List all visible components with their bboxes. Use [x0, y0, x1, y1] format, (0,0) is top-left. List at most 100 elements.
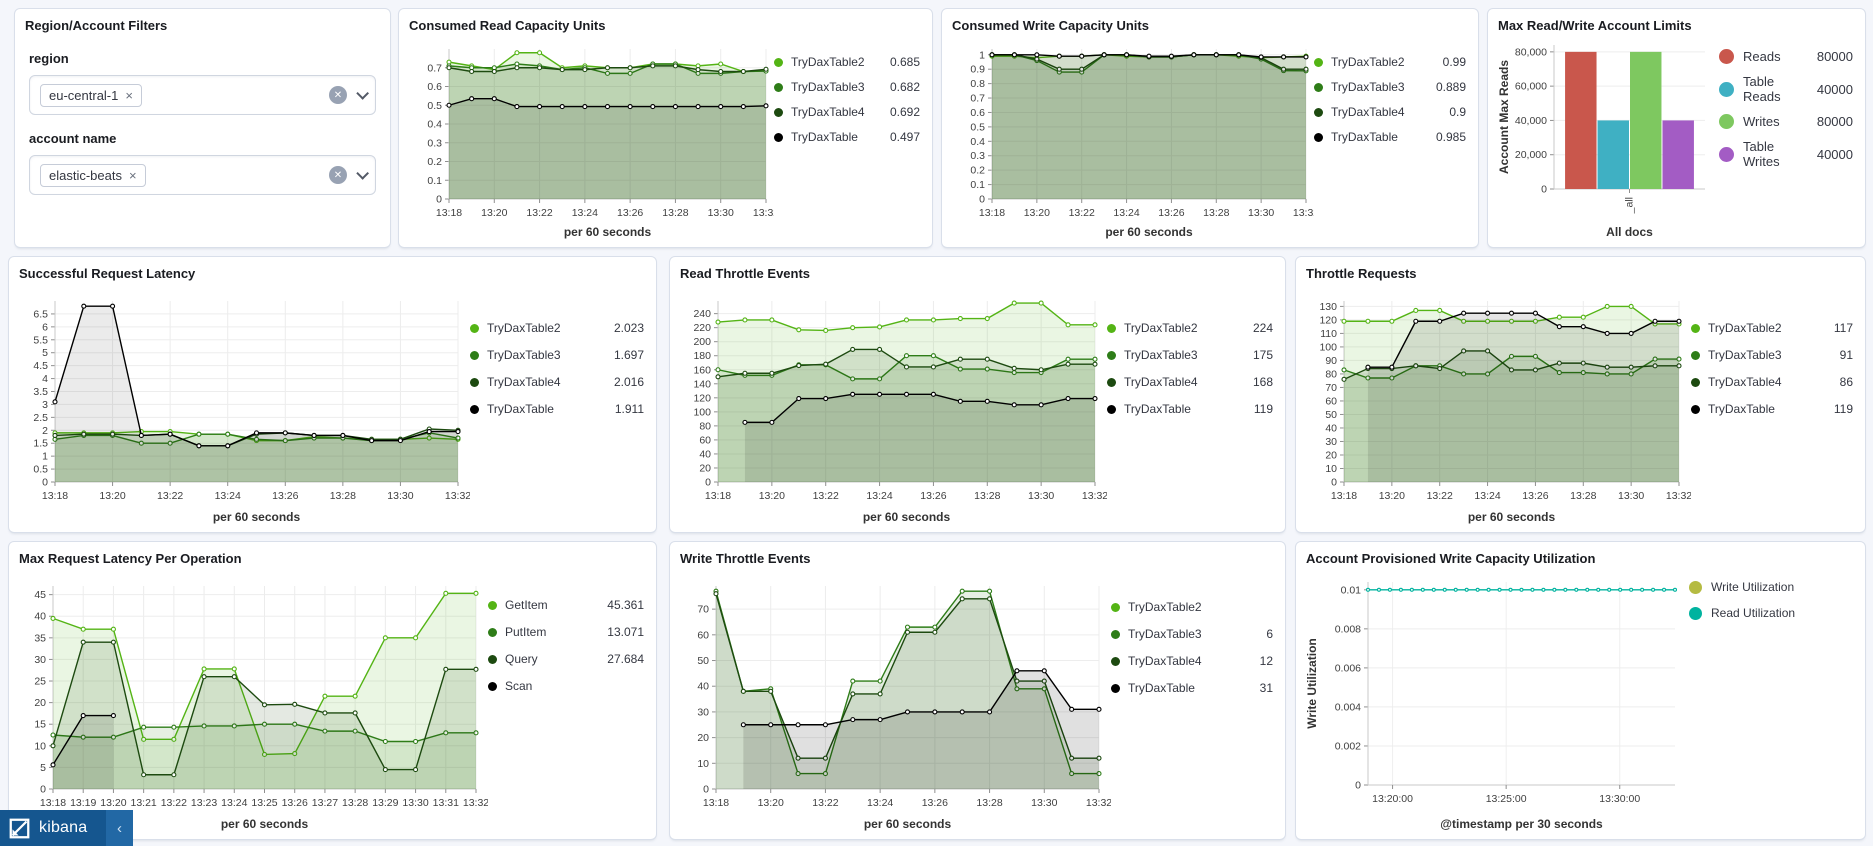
chart-legend: TryDaxTable2 117 TryDaxTable3 91 TryDaxTable…	[1691, 283, 1859, 528]
chart-legend: TryDaxTable2 0.685 TryDaxTable3 0.682 TryDax…	[774, 35, 926, 243]
legend-item-trydaxtable3[interactable]: TryDaxTable3 91	[1691, 348, 1853, 362]
remove-tag-icon[interactable]: ×	[125, 87, 133, 103]
legend-series-value: 91	[1839, 348, 1853, 362]
svg-text:13:24: 13:24	[572, 207, 598, 219]
legend-item-trydaxtable4[interactable]: TryDaxTable4 0.9	[1314, 105, 1466, 119]
svg-text:per 60 seconds: per 60 seconds	[564, 225, 652, 239]
svg-text:13:32: 13:32	[1293, 207, 1314, 219]
legend-item-trydaxtable[interactable]: TryDaxTable 0.985	[1314, 130, 1466, 144]
account-filter-combobox[interactable]: elastic-beats × ✕	[29, 155, 376, 195]
legend-series-value: 27.684	[607, 652, 644, 666]
legend-item-scan[interactable]: Scan	[488, 679, 644, 693]
svg-text:per 60 seconds: per 60 seconds	[221, 817, 309, 831]
legend-series-name: TryDaxTable3	[1128, 627, 1202, 641]
legend-series-name: TryDaxTable4	[487, 375, 561, 389]
region-filter-combobox[interactable]: eu-central-1 × ✕	[29, 75, 376, 115]
legend-item-trydaxtable[interactable]: TryDaxTable 0.497	[774, 130, 920, 144]
panel-successful-request-latency: Successful Request Latency 0 0.5 1 1.5 2 2.5 3…	[8, 256, 657, 533]
legend-item-trydaxtable[interactable]: TryDaxTable 31	[1111, 681, 1273, 695]
legend-item-table-writes[interactable]: Table Writes 40000	[1719, 139, 1853, 169]
svg-text:13:24: 13:24	[866, 490, 892, 502]
panel-title: Max Request Latency Per Operation	[19, 551, 242, 566]
legend-item-trydaxtable4[interactable]: TryDaxTable4 0.692	[774, 105, 920, 119]
chevron-down-icon[interactable]	[356, 86, 369, 100]
legend-dot-icon	[1107, 377, 1116, 387]
svg-text:0.9: 0.9	[970, 64, 985, 76]
svg-text:13:22: 13:22	[813, 490, 839, 502]
legend-item-trydaxtable[interactable]: TryDaxTable 119	[1107, 402, 1273, 416]
legend-item-trydaxtable4[interactable]: TryDaxTable4 168	[1107, 375, 1273, 389]
legend-dot-icon	[1691, 350, 1700, 360]
legend-item-trydaxtable2[interactable]: TryDaxTable2 0.685	[774, 55, 920, 69]
legend-item-putitem[interactable]: PutItem 13.071	[488, 625, 644, 639]
svg-text:13:26: 13:26	[1522, 490, 1548, 502]
legend-item-trydaxtable2[interactable]: TryDaxTable2 0.99	[1314, 55, 1466, 69]
legend-item-write-utilization[interactable]: Write Utilization	[1689, 580, 1853, 594]
legend-item-trydaxtable2[interactable]: TryDaxTable2 117	[1691, 321, 1853, 335]
svg-text:Account Max Reads: Account Max Reads	[1497, 60, 1511, 174]
clear-selection-button[interactable]: ✕	[329, 86, 347, 104]
legend-item-trydaxtable[interactable]: TryDaxTable 1.911	[470, 402, 644, 416]
remove-tag-icon[interactable]: ×	[128, 167, 137, 183]
legend-item-trydaxtable[interactable]: TryDaxTable 119	[1691, 402, 1853, 416]
legend-series-name: TryDaxTable3	[1708, 348, 1782, 362]
legend-item-trydaxtable3[interactable]: TryDaxTable3 0.889	[1314, 80, 1466, 94]
legend-item-query[interactable]: Query 27.684	[488, 652, 644, 666]
legend-item-table-reads[interactable]: Table Reads 40000	[1719, 74, 1853, 104]
panel-title: Consumed Read Capacity Units	[409, 18, 606, 33]
svg-text:60: 60	[1325, 395, 1337, 407]
legend-dot-icon	[1719, 49, 1734, 64]
legend-dot-icon	[1111, 656, 1120, 666]
legend-dot-icon	[1111, 602, 1120, 612]
svg-text:0.8: 0.8	[970, 78, 985, 90]
legend-item-trydaxtable4[interactable]: TryDaxTable4 2.016	[470, 375, 644, 389]
svg-text:6.5: 6.5	[33, 308, 48, 320]
legend-series-value: 31	[1259, 681, 1273, 695]
legend-item-trydaxtable4[interactable]: TryDaxTable4 86	[1691, 375, 1853, 389]
panel-title: Write Throttle Events	[680, 551, 811, 566]
legend-item-getitem[interactable]: GetItem 45.361	[488, 598, 644, 612]
panel-title: Successful Request Latency	[19, 266, 196, 281]
legend-series-name: TryDaxTable	[487, 402, 554, 416]
legend-dot-icon	[1691, 377, 1700, 387]
svg-text:0: 0	[703, 784, 709, 796]
svg-text:30: 30	[1325, 436, 1337, 448]
svg-text:13:20: 13:20	[1379, 490, 1405, 502]
legend-series-name: Read Utilization	[1711, 606, 1796, 620]
legend-item-trydaxtable3[interactable]: TryDaxTable3 175	[1107, 348, 1273, 362]
svg-text:0.1: 0.1	[970, 179, 985, 191]
svg-text:13:31: 13:31	[433, 797, 459, 809]
svg-text:0: 0	[1355, 780, 1361, 792]
legend-item-trydaxtable4[interactable]: TryDaxTable4 12	[1111, 654, 1273, 668]
legend-item-read-utilization[interactable]: Read Utilization	[1689, 606, 1853, 620]
svg-text:5.5: 5.5	[33, 334, 48, 346]
legend-series-value: 80000	[1816, 114, 1853, 129]
clear-selection-button[interactable]: ✕	[329, 166, 347, 184]
svg-text:1: 1	[42, 451, 48, 463]
svg-text:160: 160	[693, 364, 711, 376]
svg-text:110: 110	[1320, 328, 1337, 340]
kibana-logo: kibana	[0, 810, 106, 846]
legend-series-value: 119	[1253, 402, 1273, 416]
collapse-sidebar-button[interactable]: ‹	[106, 810, 133, 846]
legend-item-trydaxtable3[interactable]: TryDaxTable3 6	[1111, 627, 1273, 641]
filter-tag-label: eu-central-1	[49, 87, 119, 103]
legend-item-trydaxtable2[interactable]: TryDaxTable2	[1111, 600, 1273, 614]
svg-text:13:26: 13:26	[920, 490, 946, 502]
legend-item-writes[interactable]: Writes 80000	[1719, 114, 1853, 129]
legend-dot-icon	[1111, 683, 1120, 693]
legend-item-trydaxtable2[interactable]: TryDaxTable2 2.023	[470, 321, 644, 335]
legend-series-value: 224	[1252, 321, 1273, 335]
legend-item-reads[interactable]: Reads 80000	[1719, 49, 1853, 64]
svg-text:5: 5	[42, 347, 48, 359]
svg-text:13:20: 13:20	[99, 490, 125, 502]
legend-item-trydaxtable3[interactable]: TryDaxTable3 0.682	[774, 80, 920, 94]
svg-text:200: 200	[693, 336, 711, 348]
legend-item-trydaxtable2[interactable]: TryDaxTable2 224	[1107, 321, 1273, 335]
svg-text:13:28: 13:28	[662, 207, 688, 219]
filter-label: account name	[29, 131, 117, 146]
legend-dot-icon	[774, 57, 783, 67]
chevron-down-icon[interactable]	[356, 166, 369, 180]
legend-item-trydaxtable3[interactable]: TryDaxTable3 1.697	[470, 348, 644, 362]
